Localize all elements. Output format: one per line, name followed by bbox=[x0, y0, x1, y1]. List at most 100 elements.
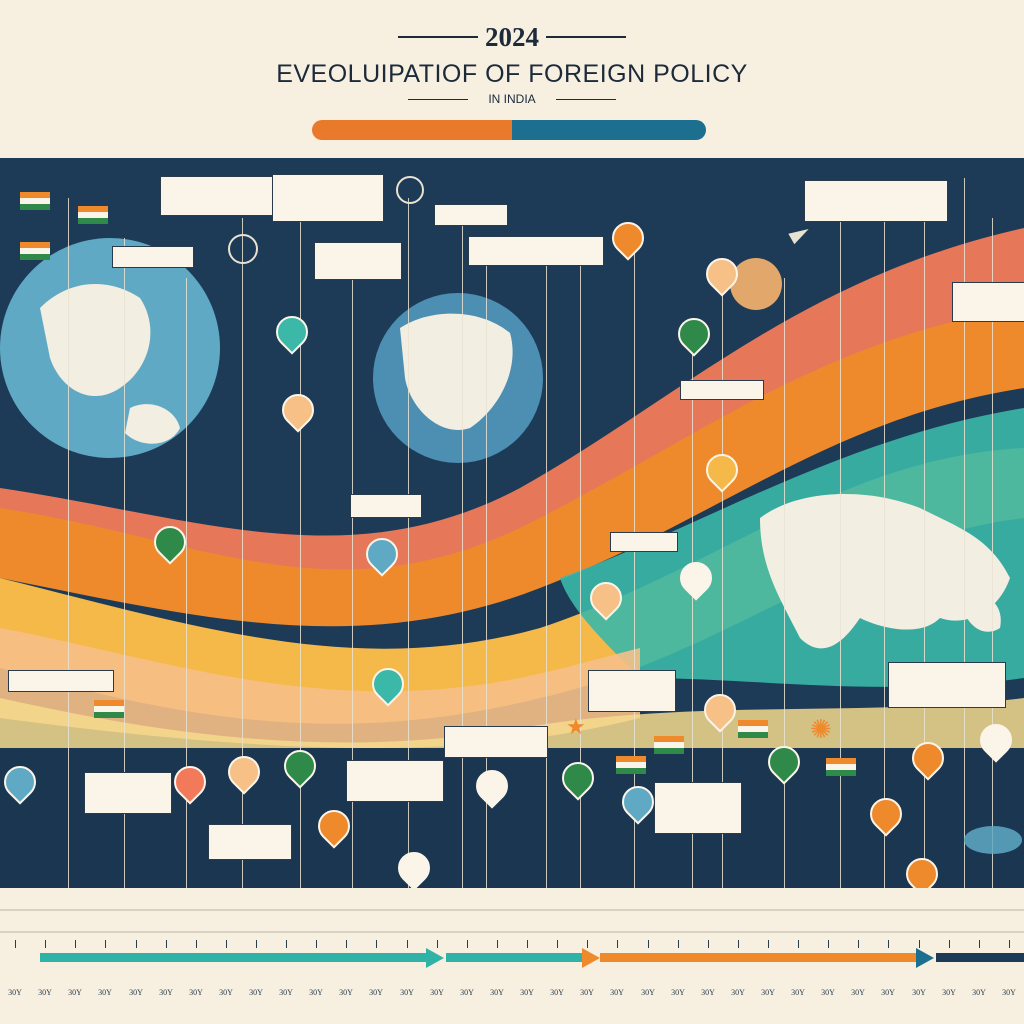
banner-right bbox=[512, 120, 706, 140]
event-label bbox=[444, 726, 548, 758]
timeline-tick bbox=[497, 940, 498, 948]
timeline-tick-label: 30Y bbox=[98, 988, 112, 997]
timeline-tick-label: 30Y bbox=[761, 988, 775, 997]
timeline-ruler bbox=[0, 888, 1024, 1024]
timeline-tick-label: 30Y bbox=[821, 988, 835, 997]
timeline-tick-label: 30Y bbox=[851, 988, 865, 997]
band-peach bbox=[0, 628, 640, 748]
timeline-tick bbox=[979, 940, 980, 948]
timeline-tick-label: 30Y bbox=[8, 988, 22, 997]
timeline-tick-label: 30Y bbox=[38, 988, 52, 997]
india-flag-icon bbox=[94, 700, 124, 718]
compass-icon bbox=[396, 176, 424, 204]
event-label bbox=[272, 174, 384, 222]
event-label bbox=[208, 824, 292, 860]
event-label bbox=[314, 242, 402, 280]
timeline-tick bbox=[949, 940, 950, 948]
world-map-right bbox=[760, 494, 1010, 649]
timeline-tick-label: 30Y bbox=[279, 988, 293, 997]
event-label bbox=[654, 782, 742, 834]
year-rule-right bbox=[546, 36, 626, 38]
timeline-tick bbox=[407, 940, 408, 948]
timeline-tick bbox=[15, 940, 16, 948]
timeline-tick-label: 30Y bbox=[641, 988, 655, 997]
timeline-tick-label: 30Y bbox=[791, 988, 805, 997]
connector-line bbox=[124, 238, 125, 888]
timeline-tick bbox=[1009, 940, 1010, 948]
connector-line bbox=[840, 198, 841, 888]
timeline-tick bbox=[888, 940, 889, 948]
timeline-tick-label: 30Y bbox=[159, 988, 173, 997]
compass-icon bbox=[228, 234, 258, 264]
timeline-tick bbox=[467, 940, 468, 948]
timeline-tick bbox=[346, 940, 347, 948]
event-label bbox=[610, 532, 678, 552]
connector-line bbox=[462, 218, 463, 888]
timeline-tick-label: 30Y bbox=[671, 988, 685, 997]
event-label bbox=[468, 236, 604, 266]
timeline-tick bbox=[587, 940, 588, 948]
timeline-tick-label: 30Y bbox=[129, 988, 143, 997]
star-icon: ✺ bbox=[810, 714, 832, 744]
timeline-tick-label: 30Y bbox=[430, 988, 444, 997]
timeline-tick-label: 30Y bbox=[339, 988, 353, 997]
india-flag-icon bbox=[738, 720, 768, 738]
event-label bbox=[680, 380, 764, 400]
timeline-tick-label: 30Y bbox=[249, 988, 263, 997]
timeline-tick bbox=[376, 940, 377, 948]
timeline-tick-label: 30Y bbox=[731, 988, 745, 997]
timeline-tick bbox=[226, 940, 227, 948]
timeline-tick bbox=[316, 940, 317, 948]
india-flag-icon bbox=[826, 758, 856, 776]
timeline-tick bbox=[45, 940, 46, 948]
timeline-tick bbox=[828, 940, 829, 948]
india-flag-icon bbox=[20, 242, 50, 260]
event-label bbox=[952, 282, 1024, 322]
event-label bbox=[434, 204, 508, 226]
timeline-tick bbox=[648, 940, 649, 948]
timeline-tick bbox=[196, 940, 197, 948]
india-flag-icon bbox=[78, 206, 108, 224]
connector-line bbox=[722, 278, 723, 888]
event-label bbox=[8, 670, 114, 692]
event-label bbox=[84, 772, 172, 814]
timeline-tick-label: 30Y bbox=[912, 988, 926, 997]
subtitle-rule-left bbox=[408, 99, 468, 100]
connector-line bbox=[352, 258, 353, 888]
event-label bbox=[350, 494, 422, 518]
timeline-tick bbox=[678, 940, 679, 948]
connector-line bbox=[546, 258, 547, 888]
timeline-tick-label: 30Y bbox=[550, 988, 564, 997]
connector-line bbox=[692, 318, 693, 888]
timeline-tick bbox=[768, 940, 769, 948]
banner-left bbox=[312, 120, 512, 140]
subtitle-rule-right bbox=[556, 99, 616, 100]
timeline-tick-label: 30Y bbox=[189, 988, 203, 997]
event-label bbox=[588, 670, 676, 712]
timeline-tick-label: 30Y bbox=[68, 988, 82, 997]
timeline-tick-label: 30Y bbox=[219, 988, 233, 997]
timeline-tick bbox=[136, 940, 137, 948]
connector-line bbox=[992, 218, 993, 888]
timeline-tick bbox=[557, 940, 558, 948]
timeline-tick bbox=[105, 940, 106, 948]
timeline-tick bbox=[437, 940, 438, 948]
timeline-tick-label: 30Y bbox=[369, 988, 383, 997]
connector-line bbox=[634, 248, 635, 888]
connector-line bbox=[408, 198, 409, 888]
year-rule-left bbox=[398, 36, 478, 38]
header: 2024 EVEOLUIPATIOF OF FOREIGN POLICY IN … bbox=[0, 0, 1024, 158]
event-label bbox=[112, 246, 194, 268]
timeline-tick-label: 30Y bbox=[400, 988, 414, 997]
india-flag-icon bbox=[20, 192, 50, 210]
connector-line bbox=[242, 218, 243, 888]
timeline-tick-label: 30Y bbox=[701, 988, 715, 997]
timeline-tick bbox=[708, 940, 709, 948]
infographic-canvas: ★ ✺ bbox=[0, 158, 1024, 888]
timeline-tick bbox=[919, 940, 920, 948]
timeline-tick-label: 30Y bbox=[580, 988, 594, 997]
timeline-tick bbox=[738, 940, 739, 948]
band-yellow bbox=[0, 448, 1024, 724]
connector-line bbox=[884, 218, 885, 888]
timeline-tick bbox=[527, 940, 528, 948]
